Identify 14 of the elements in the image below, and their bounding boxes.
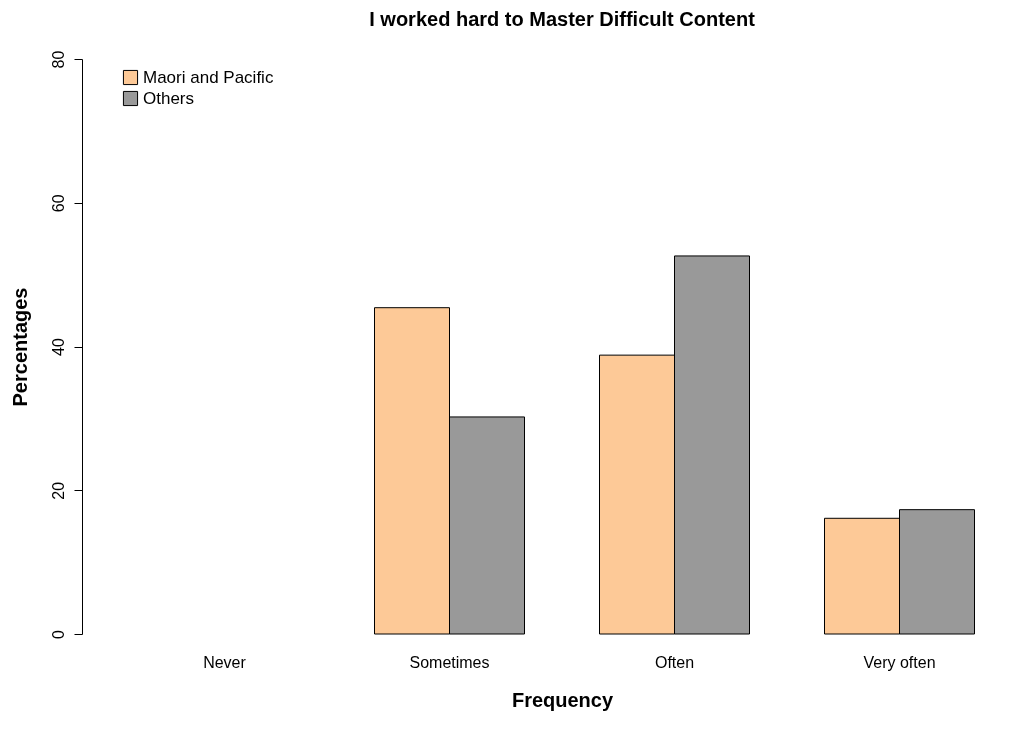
y-tick-label: 40 [49, 338, 67, 356]
y-tick-label: 60 [49, 194, 67, 213]
chart-title: I worked hard to Master Difficult Content [369, 8, 756, 31]
x-tick-label: Sometimes [409, 653, 490, 671]
x-tick-label: Never [203, 653, 247, 671]
y-tick-label: 20 [49, 481, 67, 500]
y-axis-title: Percentages [8, 287, 31, 407]
legend-label: Others [143, 88, 195, 108]
legend-label: Maori and Pacific [143, 67, 274, 87]
x-axis-title: Frequency [511, 688, 614, 711]
x-tick-label: Very often [863, 653, 936, 671]
y-tick-label: 0 [49, 629, 67, 639]
y-tick-label: 80 [49, 50, 67, 69]
x-tick-label: Often [654, 653, 695, 671]
